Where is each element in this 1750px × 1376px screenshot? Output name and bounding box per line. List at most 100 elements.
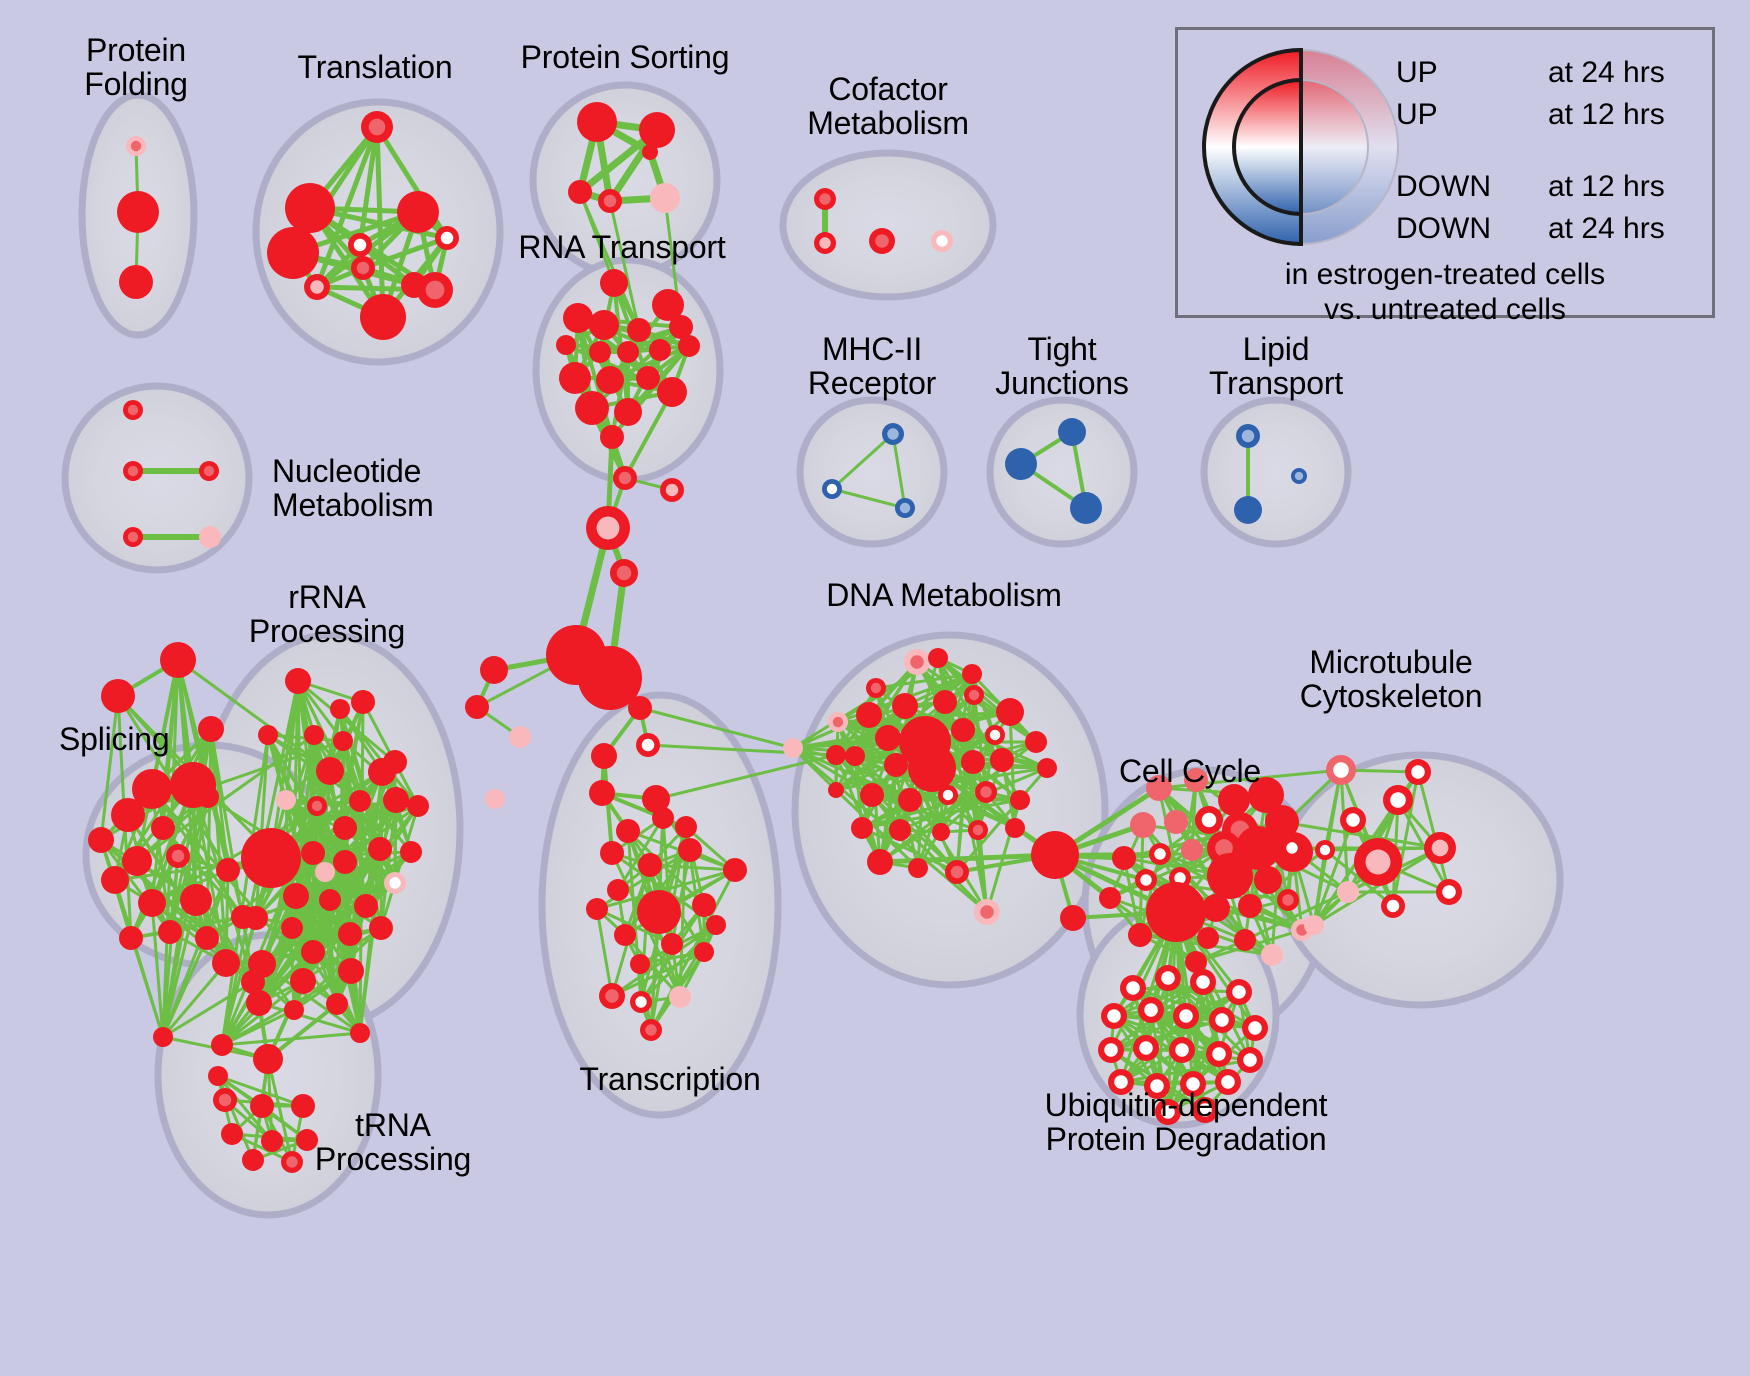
network-node bbox=[485, 789, 505, 809]
network-node bbox=[400, 841, 422, 863]
network-node bbox=[216, 858, 240, 882]
node-inner-disc-12hrs bbox=[583, 399, 601, 417]
network-node bbox=[117, 191, 159, 233]
node-inner-disc-12hrs bbox=[368, 118, 386, 136]
network-node bbox=[1424, 832, 1456, 864]
network-node bbox=[996, 698, 1024, 726]
network-node bbox=[1354, 838, 1402, 886]
node-inner-disc-12hrs bbox=[1232, 985, 1246, 999]
network-node bbox=[928, 648, 948, 668]
node-inner-disc-12hrs bbox=[674, 320, 688, 334]
network-node bbox=[407, 795, 429, 817]
network-node bbox=[101, 679, 135, 713]
node-inner-disc-12hrs bbox=[605, 430, 619, 444]
network-node bbox=[1138, 997, 1164, 1023]
node-inner-disc-12hrs bbox=[388, 755, 402, 769]
node-inner-disc-12hrs bbox=[875, 234, 889, 248]
node-inner-disc-12hrs bbox=[972, 824, 984, 836]
network-node bbox=[1337, 881, 1359, 903]
network-node bbox=[990, 748, 1014, 772]
node-inner-disc-12hrs bbox=[648, 791, 664, 807]
network-node bbox=[1146, 882, 1206, 942]
node-inner-disc-12hrs bbox=[356, 261, 370, 275]
network-node bbox=[360, 294, 406, 340]
network-node bbox=[669, 986, 691, 1008]
network-node bbox=[975, 781, 997, 803]
network-node bbox=[351, 690, 375, 714]
network-node bbox=[1340, 807, 1366, 833]
network-edge bbox=[254, 733, 270, 920]
network-edge bbox=[834, 753, 959, 874]
node-inner-disc-12hrs bbox=[334, 703, 346, 715]
node-inner-disc-12hrs bbox=[306, 846, 320, 860]
network-node bbox=[1058, 418, 1086, 446]
node-inner-disc-12hrs bbox=[1014, 794, 1026, 806]
node-inner-disc-12hrs bbox=[296, 974, 310, 988]
node-inner-disc-12hrs bbox=[1133, 928, 1147, 942]
network-node bbox=[661, 933, 683, 955]
network-node bbox=[88, 827, 114, 853]
network-node bbox=[241, 828, 301, 888]
network-node bbox=[1101, 1003, 1127, 1029]
cluster-region-nucleotide-metab bbox=[61, 382, 253, 574]
network-node bbox=[1436, 879, 1462, 905]
node-inner-disc-12hrs bbox=[910, 655, 924, 669]
node-inner-disc-12hrs bbox=[938, 695, 952, 709]
network-edge bbox=[1391, 770, 1420, 908]
node-inner-disc-12hrs bbox=[1169, 815, 1183, 829]
node-inner-disc-12hrs bbox=[1212, 1047, 1226, 1061]
cluster-label-rrna-processing: rRNA Processing bbox=[248, 579, 406, 650]
node-inner-disc-12hrs bbox=[591, 903, 603, 915]
network-node bbox=[933, 690, 957, 714]
node-inner-disc-12hrs bbox=[989, 729, 1001, 741]
node-inner-disc-12hrs bbox=[603, 194, 617, 208]
node-inner-disc-12hrs bbox=[560, 339, 572, 351]
network-edge bbox=[608, 199, 641, 332]
node-inner-disc-12hrs bbox=[1201, 812, 1217, 828]
network-node bbox=[636, 733, 660, 757]
network-node bbox=[132, 769, 172, 809]
legend-direction-3: DOWN bbox=[1396, 212, 1491, 245]
network-node bbox=[199, 526, 221, 548]
node-inner-disc-12hrs bbox=[865, 788, 879, 802]
node-inner-disc-12hrs bbox=[1308, 919, 1320, 931]
network-edge bbox=[1416, 770, 1451, 894]
network-node bbox=[213, 1088, 237, 1112]
cluster-label-protein-sorting: Protein Sorting bbox=[520, 39, 730, 75]
network-node bbox=[1155, 1099, 1181, 1125]
cluster-label-trna-processing: tRNA Processing bbox=[314, 1107, 472, 1178]
network-node bbox=[600, 269, 628, 297]
node-inner-disc-12hrs bbox=[344, 964, 358, 978]
node-inner-disc-12hrs bbox=[262, 729, 274, 741]
node-inner-disc-12hrs bbox=[109, 687, 127, 705]
network-node bbox=[962, 664, 982, 684]
node-inner-disc-12hrs bbox=[288, 1004, 300, 1016]
network-edge bbox=[360, 235, 450, 271]
cluster-label-tight-junctions: Tight Junctions bbox=[995, 331, 1129, 402]
network-node bbox=[669, 315, 693, 339]
network-node bbox=[208, 1066, 228, 1086]
node-inner-disc-12hrs bbox=[595, 786, 609, 800]
node-inner-disc-12hrs bbox=[1117, 851, 1131, 865]
node-inner-disc-12hrs bbox=[1152, 781, 1166, 795]
node-inner-disc-12hrs bbox=[407, 201, 429, 223]
node-inner-disc-12hrs bbox=[297, 195, 323, 221]
node-inner-disc-12hrs bbox=[605, 846, 619, 860]
network-node bbox=[1218, 784, 1250, 816]
node-inner-disc-12hrs bbox=[359, 899, 373, 913]
network-edge bbox=[638, 706, 795, 750]
node-inner-disc-12hrs bbox=[337, 735, 349, 747]
network-node bbox=[1206, 1041, 1232, 1067]
node-inner-disc-12hrs bbox=[657, 190, 673, 206]
node-inner-disc-12hrs bbox=[645, 1024, 657, 1036]
network-node bbox=[369, 916, 393, 940]
network-edge bbox=[301, 926, 383, 983]
network-node bbox=[151, 816, 175, 840]
node-inner-disc-12hrs bbox=[1114, 1075, 1128, 1089]
network-node bbox=[630, 991, 652, 1013]
network-node bbox=[253, 1044, 283, 1074]
node-inner-disc-12hrs bbox=[683, 843, 697, 857]
network-node bbox=[642, 785, 670, 813]
network-node bbox=[568, 180, 592, 204]
network-edge bbox=[791, 713, 871, 750]
